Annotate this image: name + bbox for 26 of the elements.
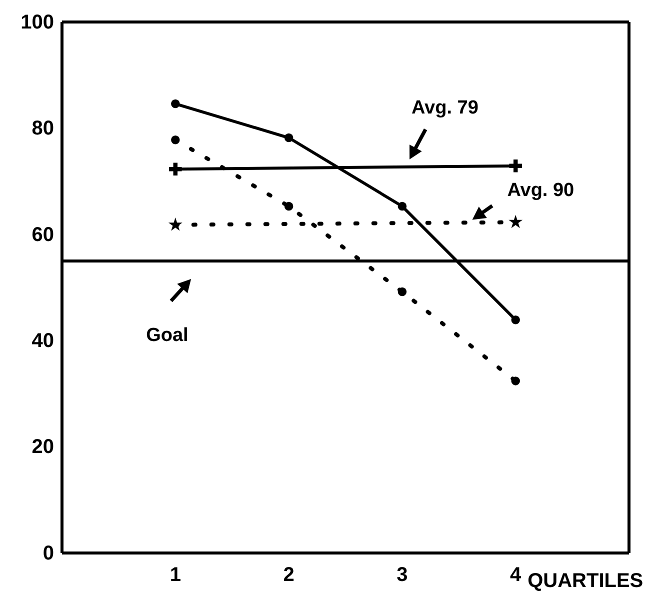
y-tick-label: 60	[32, 224, 54, 246]
point	[169, 162, 182, 176]
x-tick-label: 2	[283, 564, 294, 586]
x-tick-label: 4	[510, 564, 522, 586]
point	[511, 316, 520, 324]
point	[509, 160, 522, 172]
point	[508, 214, 523, 228]
point	[171, 99, 180, 108]
point	[168, 218, 182, 231]
point	[171, 136, 180, 144]
x-tick-label: 3	[396, 564, 408, 586]
y-tick-label: 40	[32, 330, 54, 352]
x-axis-title: QUARTILES	[528, 570, 644, 592]
point	[398, 202, 407, 211]
y-tick-label: 100	[20, 11, 54, 34]
point	[398, 287, 407, 296]
y-tick-label: 0	[42, 542, 54, 564]
y-tick-label: 80	[32, 118, 54, 140]
point	[284, 133, 294, 142]
annotation: Avg. 90	[507, 180, 574, 201]
point	[284, 202, 294, 211]
x-tick-label: 1	[170, 564, 181, 586]
y-tick-label: 20	[32, 436, 54, 458]
annotation: Avg. 79	[412, 97, 478, 118]
legend-label: Goal	[146, 324, 188, 346]
point	[511, 376, 520, 386]
